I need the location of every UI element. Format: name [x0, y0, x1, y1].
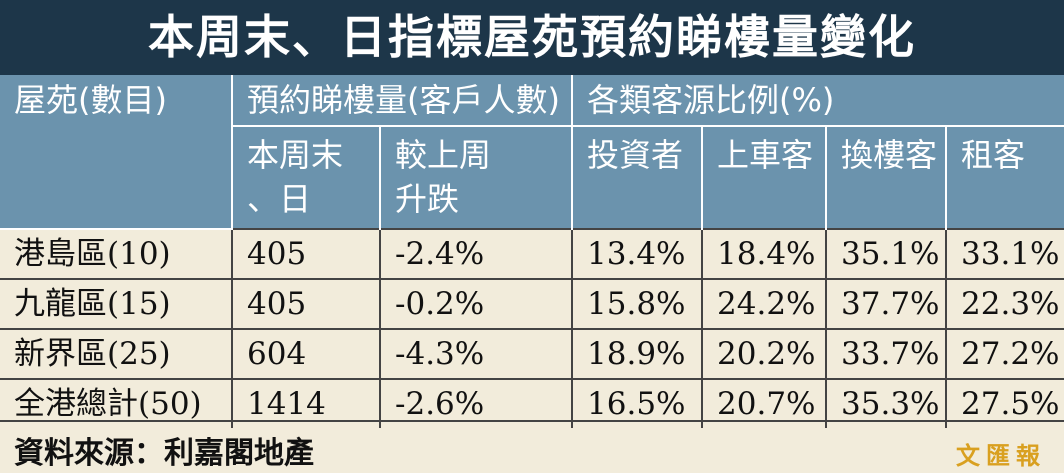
header-cell: 租客 — [946, 126, 1064, 229]
data-cell: 13.4% — [572, 228, 704, 279]
data-cell: 20.2% — [702, 328, 828, 379]
data-cell: -0.2% — [380, 278, 574, 329]
watermark: 文匯報 — [956, 441, 1046, 470]
header-line: 投資者 — [587, 136, 684, 174]
header-cell: 預約睇樓量(客戶人數) — [232, 75, 574, 127]
header-cell: 較上周 升跌 — [380, 126, 574, 229]
data-cell: 15.8% — [572, 278, 704, 329]
data-cell: 405 — [232, 278, 381, 329]
header-line: 升跌 — [395, 180, 460, 218]
data-cell: 新界區(25) — [0, 328, 233, 379]
data-cell: 九龍區(15) — [0, 278, 233, 329]
header-line: 換樓客 — [841, 136, 938, 174]
data-cell: 18.9% — [572, 328, 704, 379]
source: 資料來源：利嘉閣地產 — [14, 436, 314, 471]
data-cell: 16.5% — [572, 378, 704, 428]
header-row: 屋苑(數目) 預約睇樓量(客戶人數) 各類客源比例(%) — [0, 75, 1064, 230]
data-cell: 24.2% — [702, 278, 828, 329]
header-cell: 本周末 、日 — [232, 126, 381, 229]
data-row: 九龍區(15) 405 -0.2% 15.8% 24.2% 37.7% 22.3% — [0, 278, 1064, 329]
data-cell: 604 — [232, 328, 381, 379]
table: 屋苑(數目) 預約睇樓量(客戶人數) 各類客源比例(%) 本周末 、日 較上周 升跌投… — [0, 75, 1064, 428]
header-line: 本周末 — [247, 136, 344, 174]
header-line: 租客 — [961, 136, 1026, 174]
data-cell: 22.3% — [946, 278, 1064, 329]
data-cell: 18.4% — [702, 228, 828, 279]
data-cell: 27.2% — [946, 328, 1064, 379]
header-line: 、日 — [247, 180, 312, 218]
header-line: 較上周 — [395, 136, 492, 174]
data-row: 全港總計(50) 1414 -2.6% 16.5% 20.7% 35.3% 27.5% — [0, 378, 1064, 428]
data-cell: 35.3% — [826, 378, 948, 428]
title: 本周末、日指標屋苑預約睇樓量變化 — [0, 0, 1064, 75]
header-cell: 屋苑(數目) — [0, 75, 233, 230]
data-row: 新界區(25) 604 -4.3% 18.9% 20.2% 33.7% 27.2% — [0, 328, 1064, 379]
data-cell: 35.1% — [826, 228, 948, 279]
data-cell: 37.7% — [826, 278, 948, 329]
data-cell: 1414 — [232, 378, 381, 428]
header-line: 上車客 — [717, 136, 814, 174]
header-cell: 投資者 — [572, 126, 704, 229]
data-cell: 港島區(10) — [0, 228, 233, 279]
header-cell: 上車客 — [702, 126, 828, 229]
data-cell: -2.4% — [380, 228, 574, 279]
data-cell: 20.7% — [702, 378, 828, 428]
header-cell: 換樓客 — [826, 126, 948, 229]
header-cell: 各類客源比例(%) — [572, 75, 1064, 127]
data-cell: 405 — [232, 228, 381, 279]
data-row: 港島區(10) 405 -2.4% 13.4% 18.4% 35.1% 33.1% — [0, 228, 1064, 279]
data-cell: -2.6% — [380, 378, 574, 428]
data-cell: 全港總計(50) — [0, 378, 233, 428]
data-cell: -4.3% — [380, 328, 574, 379]
header-row: 本周末 、日 較上周 升跌 投資者 上車客 換樓客 租客 — [0, 126, 1064, 229]
data-cell: 27.5% — [946, 378, 1064, 428]
data-cell: 33.1% — [946, 228, 1064, 279]
data-cell: 33.7% — [826, 328, 948, 379]
footer: 資料來源：利嘉閣地產 文匯報 — [0, 420, 1064, 473]
